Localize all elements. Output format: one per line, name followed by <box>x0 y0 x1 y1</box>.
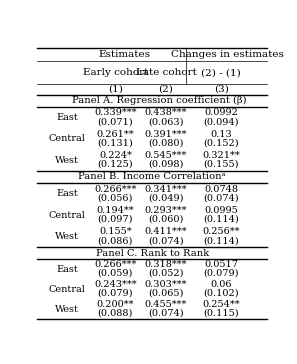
Text: (3): (3) <box>214 84 229 94</box>
Text: (0.049): (0.049) <box>148 193 184 202</box>
Text: Late cohort: Late cohort <box>136 68 196 77</box>
Text: 0.0517: 0.0517 <box>204 260 238 269</box>
Text: 0.293***: 0.293*** <box>145 206 187 215</box>
Text: (0.114): (0.114) <box>203 236 239 245</box>
Text: (2): (2) <box>159 84 173 94</box>
Text: 0.303***: 0.303*** <box>145 280 187 289</box>
Text: East: East <box>56 113 78 122</box>
Text: 0.155*: 0.155* <box>99 227 132 236</box>
Text: (0.071): (0.071) <box>98 117 133 126</box>
Text: (0.155): (0.155) <box>203 160 239 169</box>
Text: (1): (1) <box>108 84 123 94</box>
Text: 0.224*: 0.224* <box>99 151 132 160</box>
Text: 0.339***: 0.339*** <box>94 108 137 117</box>
Text: (0.125): (0.125) <box>98 160 133 169</box>
Text: West: West <box>55 232 79 241</box>
Text: Early cohort: Early cohort <box>83 68 148 77</box>
Text: (0.063): (0.063) <box>148 117 184 126</box>
Text: Panel C. Rank to Rank: Panel C. Rank to Rank <box>96 249 209 258</box>
Text: 0.455***: 0.455*** <box>145 300 187 309</box>
Text: (0.074): (0.074) <box>148 309 184 318</box>
Text: (0.059): (0.059) <box>98 269 133 278</box>
Text: Estimates: Estimates <box>99 50 151 59</box>
Text: (0.052): (0.052) <box>148 269 184 278</box>
Text: Panel B. Income Correlationᵃ: Panel B. Income Correlationᵃ <box>78 173 226 181</box>
Text: 0.261**: 0.261** <box>97 130 134 139</box>
Text: East: East <box>56 189 78 198</box>
Text: (0.098): (0.098) <box>148 160 184 169</box>
Text: 0.341***: 0.341*** <box>145 185 187 194</box>
Text: (0.114): (0.114) <box>203 215 239 224</box>
Text: (0.065): (0.065) <box>148 289 184 298</box>
Text: 0.545***: 0.545*** <box>145 151 187 160</box>
Text: (0.102): (0.102) <box>203 289 239 298</box>
Text: 0.256**: 0.256** <box>203 227 240 236</box>
Text: 0.411***: 0.411*** <box>145 227 187 236</box>
Text: 0.200**: 0.200** <box>97 300 134 309</box>
Text: (2) - (1): (2) - (1) <box>201 68 241 77</box>
Text: 0.318***: 0.318*** <box>145 260 187 269</box>
Text: (0.079): (0.079) <box>203 269 239 278</box>
Text: 0.243***: 0.243*** <box>94 280 137 289</box>
Text: 0.266***: 0.266*** <box>94 260 137 269</box>
Text: 0.254**: 0.254** <box>203 300 240 309</box>
Text: (0.074): (0.074) <box>148 236 184 245</box>
Text: Changes in estimates: Changes in estimates <box>170 50 283 59</box>
Text: 0.0992: 0.0992 <box>204 108 238 117</box>
Text: 0.13: 0.13 <box>210 130 232 139</box>
Text: (0.152): (0.152) <box>203 139 239 147</box>
Text: Central: Central <box>49 285 86 294</box>
Text: 0.0995: 0.0995 <box>204 206 238 215</box>
Text: Panel A. Regression coefficient (β): Panel A. Regression coefficient (β) <box>72 96 247 105</box>
Text: 0.266***: 0.266*** <box>94 185 137 194</box>
Text: 0.321**: 0.321** <box>202 151 240 160</box>
Text: West: West <box>55 155 79 165</box>
Text: 0.06: 0.06 <box>211 280 232 289</box>
Text: Central: Central <box>49 210 86 219</box>
Text: (0.056): (0.056) <box>98 193 133 202</box>
Text: (0.094): (0.094) <box>203 117 239 126</box>
Text: Central: Central <box>49 134 86 143</box>
Text: (0.080): (0.080) <box>148 139 184 147</box>
Text: 0.194**: 0.194** <box>97 206 134 215</box>
Text: (0.097): (0.097) <box>98 215 133 224</box>
Text: (0.074): (0.074) <box>203 193 239 202</box>
Text: (0.060): (0.060) <box>148 215 184 224</box>
Text: (0.086): (0.086) <box>98 236 133 245</box>
Text: (0.115): (0.115) <box>203 309 239 318</box>
Text: (0.079): (0.079) <box>98 289 133 298</box>
Text: 0.391***: 0.391*** <box>145 130 187 139</box>
Text: West: West <box>55 305 79 314</box>
Text: East: East <box>56 265 78 274</box>
Text: (0.088): (0.088) <box>98 309 133 318</box>
Text: 0.438***: 0.438*** <box>145 108 187 117</box>
Text: (0.131): (0.131) <box>97 139 133 147</box>
Text: 0.0748: 0.0748 <box>204 185 238 194</box>
